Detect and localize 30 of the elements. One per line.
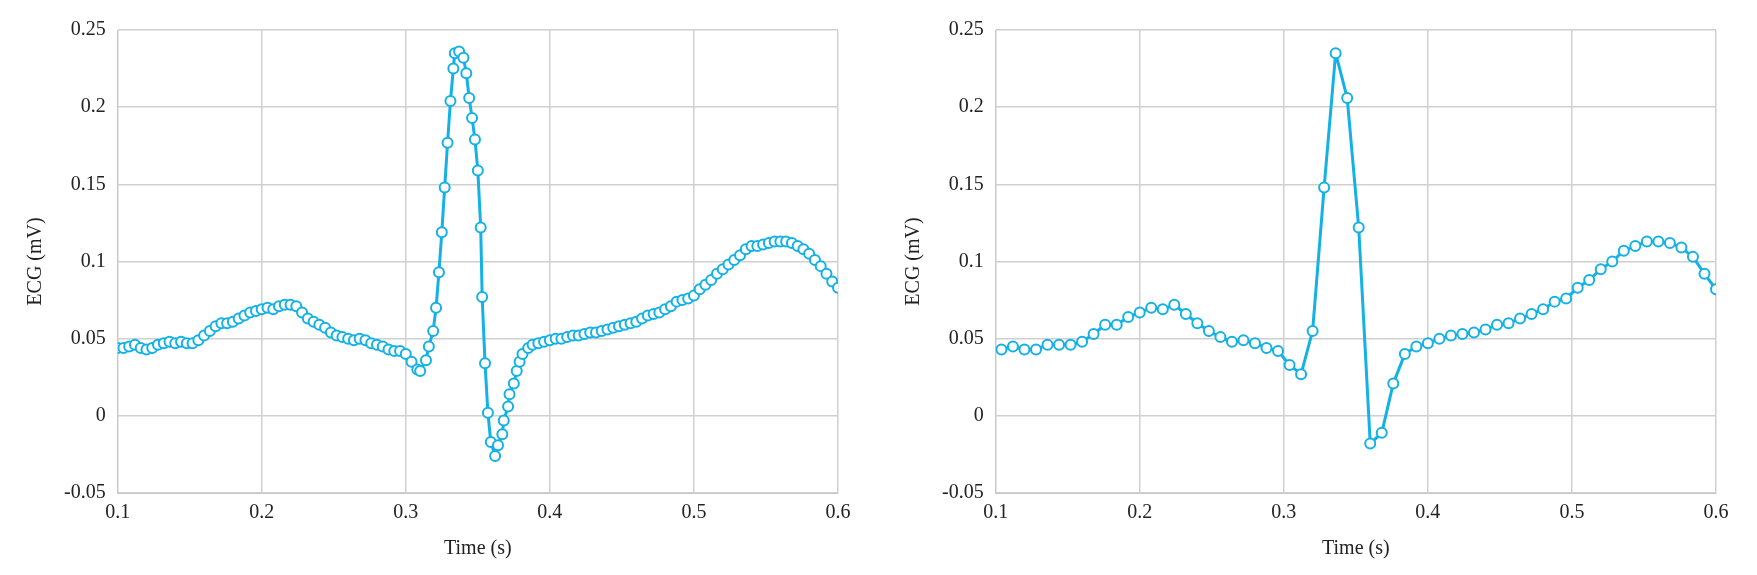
x-tick-label: 0.3 bbox=[1271, 500, 1297, 523]
x-tick-label: 0.6 bbox=[825, 500, 851, 523]
y-tick-label: 0.05 bbox=[70, 325, 106, 348]
y-tick-label: 0.25 bbox=[70, 17, 106, 40]
x-axis-title: Time (s) bbox=[444, 536, 512, 560]
y-tick-label: 0 bbox=[95, 403, 106, 426]
x-tick-label: 0.1 bbox=[105, 500, 131, 523]
x-tick-label: 0.3 bbox=[393, 500, 419, 523]
x-tick-label: 0.5 bbox=[681, 500, 707, 523]
x-tick-label: 0.4 bbox=[537, 500, 563, 523]
x-tick-label: 0.6 bbox=[1703, 500, 1729, 523]
y-tick-label: 0.15 bbox=[948, 171, 984, 194]
x-tick-label: 0.5 bbox=[1559, 500, 1585, 523]
y-tick-label: 0.2 bbox=[958, 94, 984, 117]
y-tick-label: 0.15 bbox=[70, 171, 106, 194]
y-axis-title: ECG (mV) bbox=[901, 217, 925, 306]
y-tick-label: 0.25 bbox=[948, 17, 984, 40]
y-tick-label: -0.05 bbox=[63, 480, 106, 503]
y-tick-label: -0.05 bbox=[941, 480, 984, 503]
y-tick-label: 0 bbox=[973, 403, 984, 426]
x-tick-label: 0.1 bbox=[983, 500, 1009, 523]
x-tick-label: 0.2 bbox=[1127, 500, 1153, 523]
y-axis-title: ECG (mV) bbox=[23, 217, 47, 306]
y-tick-label: 0.1 bbox=[958, 248, 984, 271]
x-axis-title: Time (s) bbox=[1322, 536, 1390, 560]
x-tick-label: 0.4 bbox=[1415, 500, 1441, 523]
y-tick-label: 0.1 bbox=[80, 248, 106, 271]
y-tick-label: 0.05 bbox=[948, 325, 984, 348]
x-tick-label: 0.2 bbox=[249, 500, 275, 523]
y-tick-label: 0.2 bbox=[80, 94, 106, 117]
